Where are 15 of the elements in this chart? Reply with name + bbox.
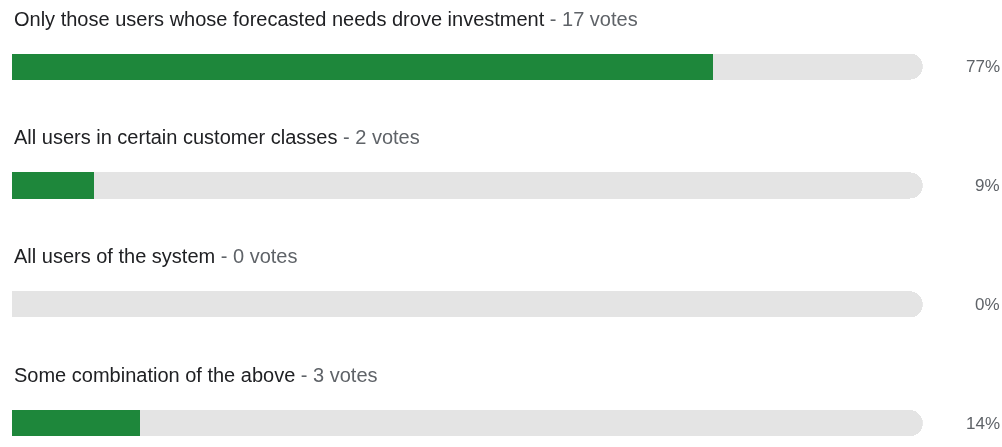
y-tick-label: All users of the system - 0 votes: [14, 245, 298, 267]
bar: [12, 291, 923, 318]
data-label: 0%: [975, 295, 1000, 314]
y-tick-label: Some combination of the above - 3 votes: [14, 364, 378, 386]
bar: [93, 172, 923, 199]
data-label: 77%: [966, 57, 1001, 76]
bar: [139, 410, 923, 437]
y-tick-label: Only those users whose forecasted needs drove investment - 17 votes: [14, 8, 638, 30]
data-label: 14%: [966, 414, 1001, 433]
y-tick-label: All users in certain customer classes - 2 votes: [14, 126, 420, 148]
bar: [12, 410, 140, 437]
bar: [12, 172, 94, 199]
data-label: 9%: [975, 176, 1000, 195]
bar: [12, 53, 714, 80]
bar: [713, 53, 923, 80]
